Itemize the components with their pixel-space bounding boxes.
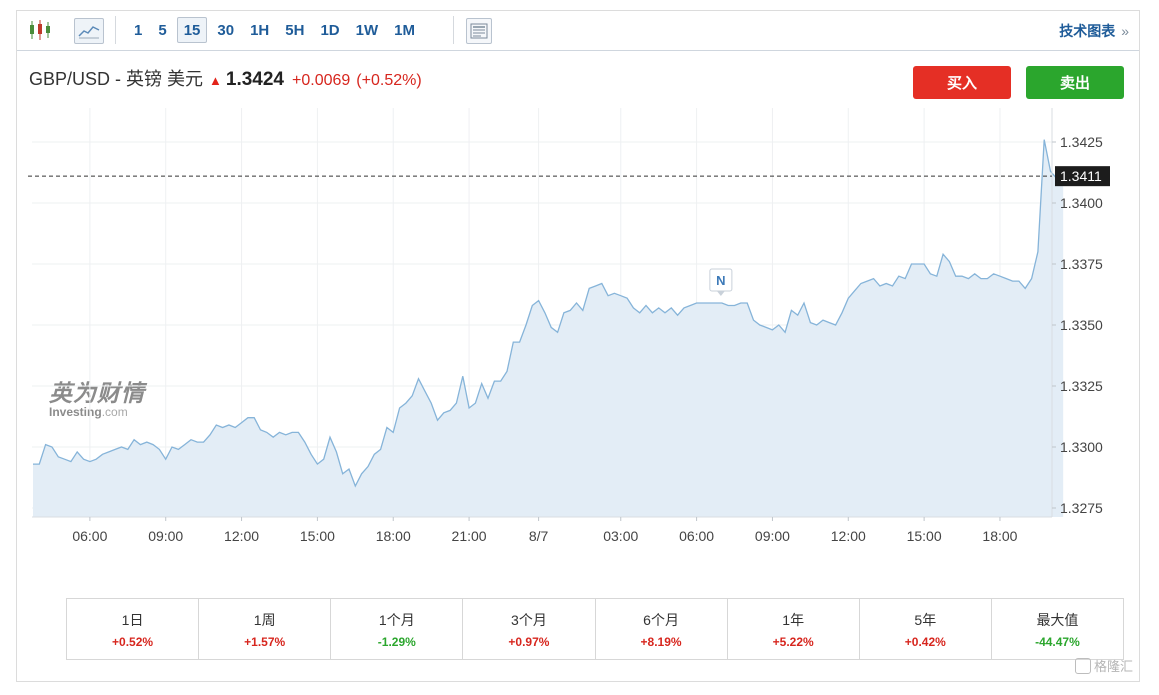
instrument-name: GBP/USD - 英镑 美元 xyxy=(29,69,204,89)
toolbar-divider xyxy=(453,16,454,44)
performance-period: 1周 xyxy=(253,611,276,628)
chart-widget: 1 5 15 30 1H 5H 1D 1W 1M 技术图表 » GBP/USD - 英镑 美元 ▲… xyxy=(16,10,1140,682)
buy-button[interactable]: 买入 xyxy=(913,66,1011,99)
technical-chart-link-label: 技术图表 xyxy=(1059,23,1116,39)
gelonghui-logo: 格隆汇 xyxy=(1074,656,1133,675)
investing-watermark-logo: 英为财情 Investing.com xyxy=(49,374,145,419)
last-price: 1.3424 xyxy=(225,69,285,90)
sell-button[interactable]: 卖出 xyxy=(1026,66,1124,99)
gelonghui-logo-icon xyxy=(1074,657,1091,674)
performance-period: 1日 xyxy=(121,611,144,628)
interval-1[interactable]: 1 xyxy=(134,21,143,39)
x-tick-label: 8/7 xyxy=(529,528,549,544)
performance-period: 1个月 xyxy=(378,611,415,628)
x-tick-label: 09:00 xyxy=(755,528,790,544)
watermark-en-bold: Investing xyxy=(49,405,102,419)
x-tick-label: 21:00 xyxy=(452,528,487,544)
performance-cell[interactable]: 1日 +0.52% xyxy=(67,599,200,659)
y-tick-label: 1.3400 xyxy=(1060,195,1103,211)
watermark-en-suffix: .com xyxy=(101,405,128,419)
watermark-en: Investing.com xyxy=(49,405,145,419)
performance-cell[interactable]: 1年 +5.22% xyxy=(728,599,860,659)
x-tick-label: 06:00 xyxy=(72,528,107,544)
interval-30[interactable]: 30 xyxy=(217,21,235,39)
up-arrow-icon: ▲ xyxy=(209,73,222,88)
technical-chart-link[interactable]: 技术图表 » xyxy=(1059,21,1129,41)
chart-toolbar: 1 5 15 30 1H 5H 1D 1W 1M 技术图表 » xyxy=(17,11,1139,51)
x-tick-label: 18:00 xyxy=(982,528,1017,544)
x-tick-label: 12:00 xyxy=(224,528,259,544)
performance-cell[interactable]: 1个月 -1.29% xyxy=(331,599,464,659)
x-tick-label: 09:00 xyxy=(148,528,183,544)
interval-selector: 1 5 15 30 1H 5H 1D 1W 1M xyxy=(128,17,425,43)
price-area-fill xyxy=(33,139,1064,517)
interval-1w[interactable]: 1W xyxy=(355,21,379,39)
performance-cell[interactable]: 6个月 +8.19% xyxy=(596,599,728,659)
y-tick-label: 1.3275 xyxy=(1060,500,1103,516)
performance-change: +8.19% xyxy=(640,634,682,649)
x-tick-label: 12:00 xyxy=(831,528,866,544)
current-price-tag xyxy=(1055,166,1110,187)
gelonghui-logo-text: 格隆汇 xyxy=(1093,659,1133,674)
interval-1d[interactable]: 1D xyxy=(320,21,340,39)
interval-15[interactable]: 15 xyxy=(176,17,208,43)
price-change: +0.0069 xyxy=(292,72,351,89)
x-tick-label: 03:00 xyxy=(603,528,638,544)
performance-cell[interactable]: 最大值 -44.47% xyxy=(992,599,1123,659)
performance-period: 最大值 xyxy=(1036,611,1079,628)
y-tick-label: 1.3350 xyxy=(1060,317,1103,333)
watermark-cn: 英为财情 xyxy=(49,380,145,406)
interval-1h[interactable]: 1H xyxy=(250,21,270,39)
candlestick-chart-icon[interactable] xyxy=(27,17,53,43)
performance-cell[interactable]: 5年 +0.42% xyxy=(860,599,992,659)
interval-1m[interactable]: 1M xyxy=(394,21,415,39)
performance-table: 1日 +0.52% 1周 +1.57% 1个月 -1.29% 3个月 +0.97% 6个月 +8.… xyxy=(66,598,1124,660)
price-change-percent: (+0.52%) xyxy=(356,72,422,89)
news-toggle-icon[interactable] xyxy=(466,18,492,44)
performance-change: -44.47% xyxy=(1035,634,1080,649)
price-line xyxy=(33,139,1064,488)
x-tick-label: 06:00 xyxy=(679,528,714,544)
news-marker-pointer xyxy=(716,291,725,296)
y-tick-label: 1.3325 xyxy=(1060,378,1103,394)
performance-period: 3个月 xyxy=(511,611,547,628)
performance-change: -1.29% xyxy=(377,634,416,649)
toolbar-divider xyxy=(115,16,116,44)
performance-cell[interactable]: 1周 +1.57% xyxy=(199,599,332,659)
performance-period: 1年 xyxy=(782,611,805,628)
performance-period: 5年 xyxy=(914,611,937,628)
news-marker-label: N xyxy=(716,273,725,288)
x-tick-label: 15:00 xyxy=(907,528,942,544)
chevron-right-icon: » xyxy=(1121,23,1129,39)
y-tick-label: 1.3375 xyxy=(1060,256,1103,272)
y-tick-label: 1.3300 xyxy=(1060,439,1103,455)
performance-change: +0.97% xyxy=(508,634,550,649)
interval-5h[interactable]: 5H xyxy=(285,21,305,39)
performance-cell[interactable]: 3个月 +0.97% xyxy=(463,599,596,659)
interval-5[interactable]: 5 xyxy=(158,21,167,39)
current-price-label: 1.3411 xyxy=(1060,168,1102,184)
performance-change: +0.42% xyxy=(904,634,946,649)
performance-period: 6个月 xyxy=(643,611,679,628)
performance-change: +5.22% xyxy=(772,634,814,649)
quote-header: GBP/USD - 英镑 美元 ▲ 1.3424 +0.0069 (+0.52%… xyxy=(29,65,422,91)
line-chart-icon[interactable] xyxy=(74,18,104,44)
performance-change: +0.52% xyxy=(112,634,154,649)
x-tick-label: 15:00 xyxy=(300,528,335,544)
x-tick-label: 18:00 xyxy=(376,528,411,544)
y-tick-label: 1.3425 xyxy=(1060,134,1103,150)
performance-change: +1.57% xyxy=(244,634,286,649)
